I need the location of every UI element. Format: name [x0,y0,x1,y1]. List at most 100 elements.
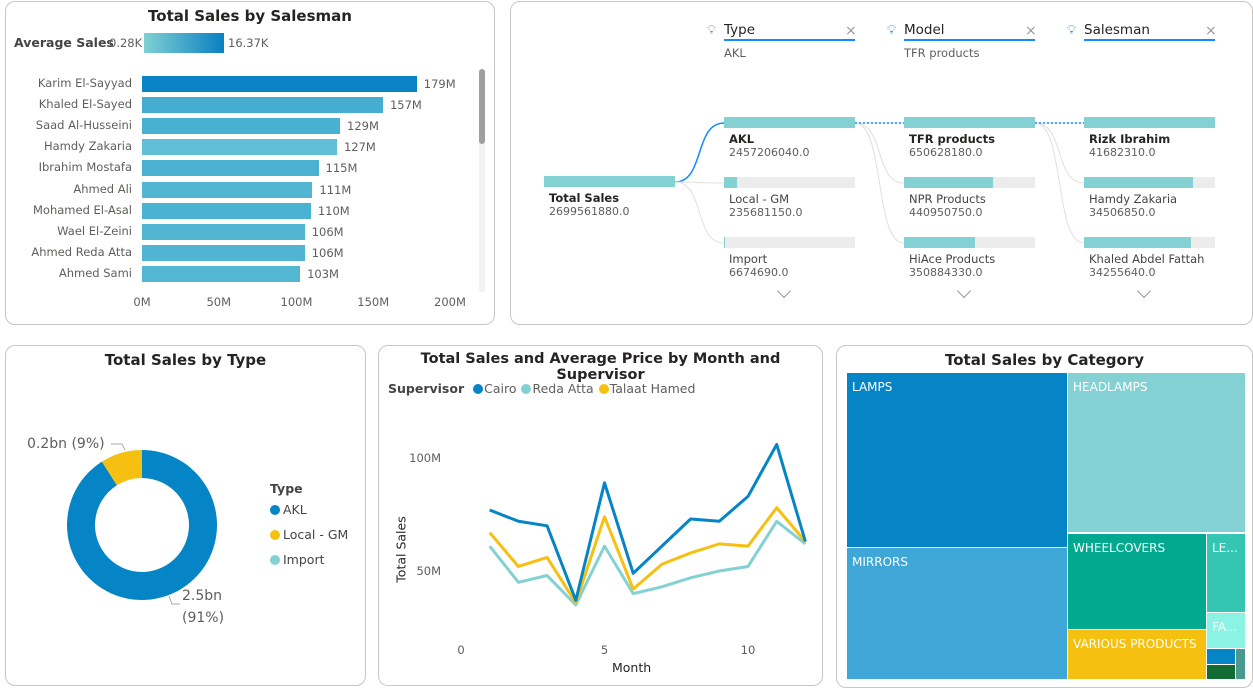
legend-item[interactable]: AKL [270,502,348,527]
legend-label: Reda Atta [532,381,594,396]
node-label: TFR products [909,132,995,146]
donut-slice-akl[interactable] [66,450,218,600]
series-line-reda-atta[interactable] [488,519,807,607]
level-header-model[interactable]: Model [904,22,1035,41]
node-bar[interactable] [904,117,1035,128]
legend-label: Import [283,552,325,567]
legend-label: Local - GM [283,527,349,542]
bar[interactable] [142,160,319,177]
lightbulb-icon[interactable]: 💡︎ [1067,23,1077,38]
close-icon[interactable]: × [845,23,857,39]
node-bar-fill [724,117,855,128]
bar[interactable] [142,223,305,240]
lightbulb-icon[interactable]: 💡︎ [887,23,897,38]
node-bar[interactable] [724,237,855,248]
node-bar-fill [724,237,725,248]
bar-data-label: 103M [307,266,339,281]
node-bar[interactable] [1084,237,1215,248]
treemap-tile[interactable]: WHEELCOVERS [1068,534,1206,629]
bar[interactable] [142,139,337,156]
node-bar-fill [904,177,994,188]
tile-label: HEADLAMPS [1073,380,1148,394]
level-header-salesman[interactable]: Salesman [1084,22,1215,41]
node-bar[interactable] [544,176,675,187]
series-line-cairo[interactable] [489,442,807,602]
node-value: 440950750.0 [909,206,983,219]
bar-category-label: Saad Al-Husseini [35,118,132,133]
legend-item[interactable]: Import [270,552,348,577]
node-bar[interactable] [904,237,1035,248]
close-icon[interactable]: × [1205,23,1217,39]
node-value: 350884330.0 [909,266,983,279]
node-bar-fill [1084,237,1192,248]
decomposition-tree-panel: Total Sales 2699561880.0 💡︎ Type × AKL AKL 2457… [510,1,1253,325]
legend-item[interactable]: Reda Atta [521,381,594,396]
series-line-talaat-hamed[interactable] [488,506,807,605]
treemap-tile[interactable] [1236,649,1245,679]
donut-slice-local-gm[interactable] [101,450,142,486]
node-bar[interactable] [904,177,1035,188]
bar-data-label: 179M [423,77,456,91]
treemap-tile[interactable]: LAMPS [847,373,1067,547]
x-tick-label: 200M [434,295,466,309]
scrollbar[interactable] [479,69,485,292]
bar[interactable] [142,76,417,92]
legend-title: Supervisor [388,381,465,396]
treemap-tile[interactable]: VARIOUS PRODUCTS [1068,630,1206,679]
bar[interactable] [142,244,305,261]
tile-label: VARIOUS PRODUCTS [1073,637,1197,651]
bar-category-label: Ahmed Ali [73,181,132,196]
x-tick-label: 0M [133,295,151,309]
node-bar[interactable] [724,177,855,188]
line-legend: Supervisor Cairo Reda Atta Talaat Hamed [388,381,695,396]
node-value: 41682310.0 [1089,146,1156,159]
treemap-tile[interactable]: FA... [1207,613,1245,648]
treemap-tile[interactable] [1207,649,1235,664]
legend-label: Average Sales [14,35,114,50]
lightbulb-icon[interactable]: 💡︎ [707,23,717,38]
treemap-title: Total Sales by Category [944,351,1145,369]
level-selected-value: AKL [724,46,746,60]
bar-data-label: 110M [317,203,350,218]
bar-category-label: Mohamed El-Asal [33,202,132,217]
donut-slice-import[interactable] [140,450,142,479]
connector [1034,122,1085,184]
node-value: 34506850.0 [1089,206,1156,219]
bar-data-label: 111M [319,182,352,197]
scrollbar-thumb[interactable] [479,69,485,144]
legend-item[interactable]: Talaat Hamed [598,381,695,396]
treemap-tile[interactable]: HEADLAMPS [1068,373,1245,532]
treemap-tile[interactable]: MIRRORS [847,548,1067,679]
legend-item[interactable]: Cairo [473,381,516,396]
treemap-tile[interactable]: LE... [1207,534,1245,612]
level-header-type[interactable]: Type [724,22,855,41]
bar[interactable] [142,118,340,135]
connector [674,181,725,244]
bar[interactable] [142,202,311,219]
leader-line [168,595,180,605]
node-bar[interactable] [1084,117,1215,128]
node-label: HiAce Products [909,252,996,266]
node-bar-fill [904,117,1035,128]
legend-item[interactable]: Local - GM [270,527,348,552]
bar-data-label: 127M [343,140,376,155]
node-value: 2457206040.0 [729,146,810,159]
bar-data-label: 157M [389,98,422,113]
node-bar[interactable] [1084,177,1215,188]
donut-chart [66,443,218,605]
bar-category-label: Hamdy Zakaria [43,139,132,154]
tile-label: WHEELCOVERS [1073,541,1166,555]
bar[interactable] [142,97,383,114]
node-bar[interactable] [724,117,855,128]
legend-label: AKL [283,502,307,517]
legend-dot-icon [521,384,532,394]
x-tick-label: 150M [357,295,390,309]
close-icon[interactable]: × [1025,23,1037,39]
legend-min: 0.28K [109,36,143,50]
treemap-tile[interactable] [1207,665,1235,679]
node-label: Import [729,252,768,266]
legend-max: 16.37K [228,36,269,50]
bar[interactable] [142,265,301,282]
bar[interactable] [142,181,313,198]
connector [1034,122,1085,244]
